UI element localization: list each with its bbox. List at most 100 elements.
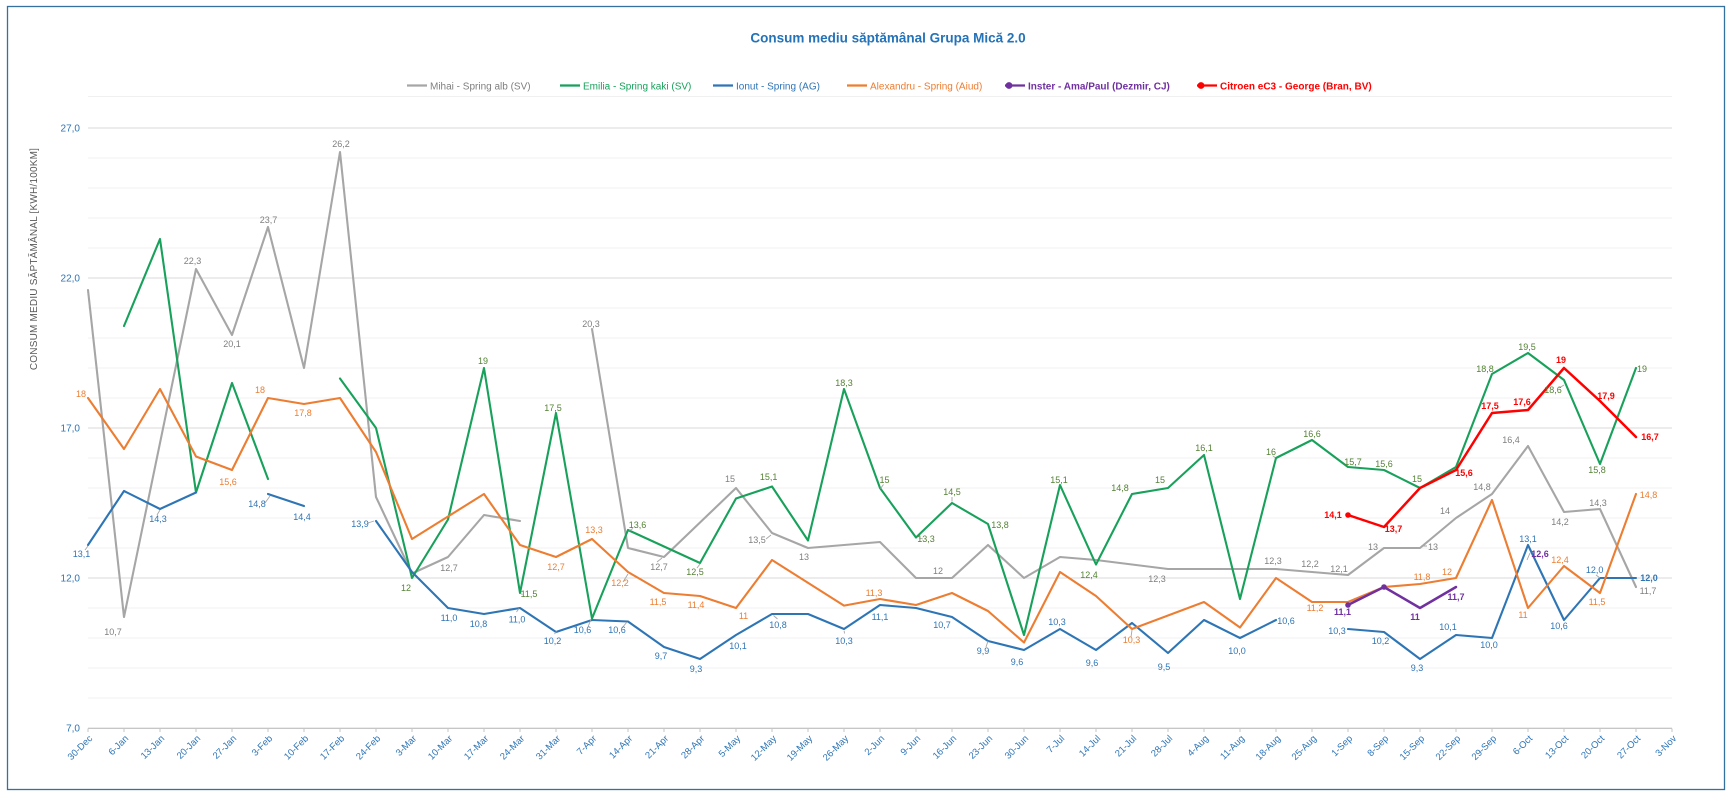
svg-text:11: 11: [739, 611, 748, 621]
svg-text:11,5: 11,5: [1589, 597, 1606, 607]
svg-text:14,2: 14,2: [1551, 517, 1569, 527]
svg-text:12,3: 12,3: [1264, 556, 1282, 566]
svg-text:13,6: 13,6: [629, 520, 647, 530]
svg-text:14,8: 14,8: [1640, 490, 1658, 500]
svg-text:11,1: 11,1: [872, 612, 889, 622]
svg-text:10,3: 10,3: [1328, 626, 1346, 636]
svg-text:10,2: 10,2: [544, 636, 562, 646]
svg-text:9,9: 9,9: [977, 646, 990, 656]
svg-text:10,2: 10,2: [1372, 636, 1390, 646]
svg-text:Citroen eC3 - George (Bran, BV: Citroen eC3 - George (Bran, BV): [1220, 82, 1372, 93]
svg-text:12,3: 12,3: [1148, 574, 1166, 584]
svg-text:10,0: 10,0: [1480, 640, 1498, 650]
svg-text:11,0: 11,0: [441, 613, 458, 623]
svg-text:10,0: 10,0: [1228, 646, 1246, 656]
svg-text:22,3: 22,3: [184, 256, 202, 266]
svg-text:Consum mediu săptămânal Grupa: Consum mediu săptămânal Grupa Mică 2.0: [750, 31, 1025, 46]
svg-text:15,6: 15,6: [1375, 459, 1393, 469]
svg-text:10,6: 10,6: [1550, 621, 1568, 631]
svg-text:10,7: 10,7: [933, 620, 951, 630]
svg-text:16,7: 16,7: [1641, 432, 1659, 442]
svg-text:CONSUM MEDIU SĂPTĂMÂNAL [KWH/1: CONSUM MEDIU SĂPTĂMÂNAL [KWH/100KM]: [27, 148, 40, 370]
svg-text:15,1: 15,1: [760, 472, 778, 482]
svg-text:12: 12: [401, 583, 411, 593]
svg-text:14,4: 14,4: [293, 512, 311, 522]
svg-text:14: 14: [1440, 506, 1450, 516]
svg-text:15,6: 15,6: [1455, 468, 1473, 478]
svg-text:12: 12: [1442, 567, 1452, 577]
svg-text:14,1: 14,1: [1324, 510, 1342, 520]
svg-text:16: 16: [1266, 447, 1276, 457]
svg-text:18: 18: [255, 385, 265, 395]
svg-text:15: 15: [725, 474, 735, 484]
svg-text:12,7: 12,7: [650, 562, 668, 572]
svg-text:12,4: 12,4: [1080, 570, 1098, 580]
svg-text:12,6: 12,6: [1531, 549, 1549, 559]
svg-text:15,7: 15,7: [1344, 457, 1362, 467]
svg-text:14,3: 14,3: [1589, 498, 1607, 508]
svg-text:11,0: 11,0: [509, 615, 526, 625]
svg-text:11,1: 11,1: [1334, 607, 1351, 617]
svg-text:17,0: 17,0: [61, 424, 81, 435]
svg-text:7,0: 7,0: [66, 724, 80, 735]
svg-text:13,3: 13,3: [917, 534, 935, 544]
svg-text:16,6: 16,6: [1303, 429, 1321, 439]
svg-text:19: 19: [1637, 364, 1647, 374]
svg-text:18,8: 18,8: [1476, 364, 1494, 374]
svg-text:26,2: 26,2: [332, 139, 350, 149]
svg-text:10,6: 10,6: [1277, 616, 1295, 626]
svg-text:13: 13: [1428, 542, 1438, 552]
svg-text:17,8: 17,8: [294, 408, 312, 418]
svg-text:13: 13: [799, 552, 809, 562]
svg-text:10,3: 10,3: [1048, 617, 1066, 627]
svg-text:14,3: 14,3: [149, 514, 167, 524]
svg-text:9,5: 9,5: [1158, 662, 1171, 672]
svg-text:11: 11: [1518, 610, 1527, 620]
svg-text:15,1: 15,1: [1050, 475, 1068, 485]
svg-text:14,8: 14,8: [1473, 482, 1491, 492]
svg-text:12,7: 12,7: [440, 563, 458, 573]
svg-text:13,3: 13,3: [585, 525, 603, 535]
svg-text:19: 19: [478, 356, 488, 366]
svg-text:10,3: 10,3: [835, 636, 853, 646]
svg-text:9,3: 9,3: [690, 664, 703, 674]
svg-text:9,6: 9,6: [1086, 658, 1099, 668]
svg-text:13,1: 13,1: [73, 549, 91, 559]
svg-text:Alexandru - Spring (Aiud): Alexandru - Spring (Aiud): [870, 82, 982, 93]
svg-text:11,7: 11,7: [1640, 586, 1657, 596]
svg-text:11,4: 11,4: [688, 600, 705, 610]
svg-text:18,3: 18,3: [835, 378, 853, 388]
svg-text:10,8: 10,8: [470, 619, 488, 629]
svg-text:17,5: 17,5: [1481, 401, 1499, 411]
svg-text:12,2: 12,2: [611, 578, 629, 588]
svg-text:12,4: 12,4: [1551, 555, 1569, 565]
svg-text:15,6: 15,6: [219, 477, 237, 487]
svg-text:20,1: 20,1: [223, 339, 241, 349]
svg-text:10,6: 10,6: [608, 625, 626, 635]
svg-text:12: 12: [933, 566, 943, 576]
svg-text:10,1: 10,1: [729, 641, 747, 651]
svg-text:12,7: 12,7: [547, 562, 565, 572]
svg-text:17,5: 17,5: [544, 403, 562, 413]
svg-text:13,1: 13,1: [1519, 534, 1537, 544]
svg-text:15: 15: [879, 475, 889, 485]
svg-text:12,0: 12,0: [1586, 565, 1604, 575]
svg-text:9,7: 9,7: [655, 651, 668, 661]
svg-text:15,8: 15,8: [1588, 465, 1606, 475]
svg-text:10,8: 10,8: [769, 620, 787, 630]
svg-text:14,8: 14,8: [1111, 483, 1129, 493]
svg-text:22,0: 22,0: [61, 274, 81, 285]
svg-text:13,5: 13,5: [748, 535, 766, 545]
svg-text:Inster - Ama/Paul (Dezmir, CJ): Inster - Ama/Paul (Dezmir, CJ): [1028, 82, 1170, 93]
svg-text:17,6: 17,6: [1513, 397, 1531, 407]
svg-text:12,0: 12,0: [61, 574, 81, 585]
svg-text:14,5: 14,5: [943, 487, 961, 497]
svg-text:Emilia - Spring kaki (SV): Emilia - Spring kaki (SV): [583, 82, 691, 93]
svg-text:15: 15: [1412, 474, 1422, 484]
svg-text:13,7: 13,7: [1385, 524, 1403, 534]
svg-text:27,0: 27,0: [61, 124, 81, 135]
svg-text:19: 19: [1556, 355, 1566, 365]
svg-text:Mihai - Spring alb (SV): Mihai - Spring alb (SV): [430, 82, 531, 93]
svg-text:19,5: 19,5: [1518, 342, 1536, 352]
svg-text:11,5: 11,5: [521, 589, 538, 599]
